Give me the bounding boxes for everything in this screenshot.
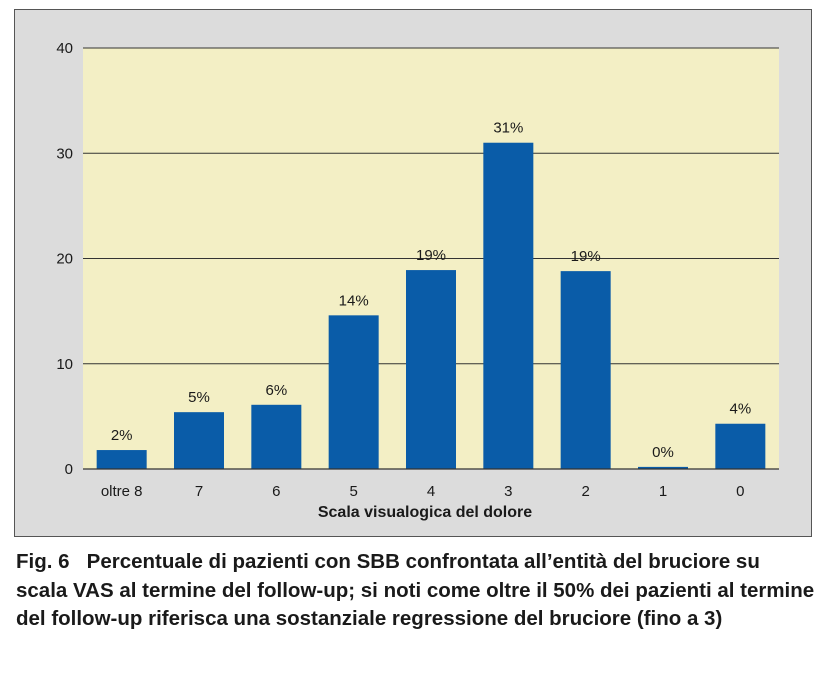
x-tick-label: 4 — [427, 483, 435, 500]
x-tick-label: 2 — [581, 483, 589, 500]
caption-label: Fig. 6 — [16, 550, 70, 573]
bar — [406, 270, 456, 469]
y-tick-label: 40 — [56, 40, 73, 57]
data-label: 31% — [493, 120, 523, 137]
bar — [715, 423, 766, 469]
data-label: 4% — [729, 401, 751, 418]
data-labels: 2% 5% 6% 14% 19% 31% 19% 0% 4% — [111, 120, 751, 461]
y-tick-label: 0 — [65, 461, 73, 478]
data-label: 0% — [652, 444, 674, 461]
caption-text: Percentuale di pazienti con SBB confront… — [16, 550, 815, 630]
y-tick-labels: 0 10 20 30 40 — [56, 40, 73, 478]
x-axis-title: Scala visualogica del dolore — [318, 504, 532, 521]
bar — [174, 412, 224, 469]
x-tick-label: oltre 8 — [101, 483, 143, 500]
x-tick-label: 5 — [349, 483, 357, 500]
bars — [96, 142, 766, 469]
x-tick-label: 6 — [272, 483, 280, 500]
y-tick-label: 20 — [56, 251, 73, 268]
bar — [251, 404, 302, 469]
bar — [638, 466, 688, 469]
data-label: 6% — [265, 382, 287, 399]
y-tick-label: 10 — [56, 356, 73, 373]
gridlines — [83, 47, 779, 365]
bar — [96, 450, 147, 469]
data-label: 14% — [339, 292, 369, 309]
data-label: 19% — [571, 248, 601, 265]
y-tick-label: 30 — [56, 145, 73, 162]
bar — [328, 315, 379, 469]
x-tick-label: 1 — [659, 483, 667, 500]
bar — [560, 271, 611, 469]
x-tick-label: 7 — [195, 483, 203, 500]
data-label: 19% — [416, 247, 446, 264]
figure-frame: 2% 5% 6% 14% 19% 31% 19% 0% 4% 0 10 20 30 40 oltre 8… — [14, 9, 812, 537]
x-tick-label: 3 — [504, 483, 512, 500]
data-label: 2% — [111, 427, 133, 444]
figure-caption: Fig. 6 Percentuale di pazienti con SBB c… — [16, 548, 816, 634]
bar — [483, 142, 534, 469]
data-label: 5% — [188, 389, 210, 406]
x-tick-label: 0 — [736, 483, 744, 500]
x-tick-labels: oltre 8 7 6 5 4 3 2 1 0 — [101, 483, 745, 500]
